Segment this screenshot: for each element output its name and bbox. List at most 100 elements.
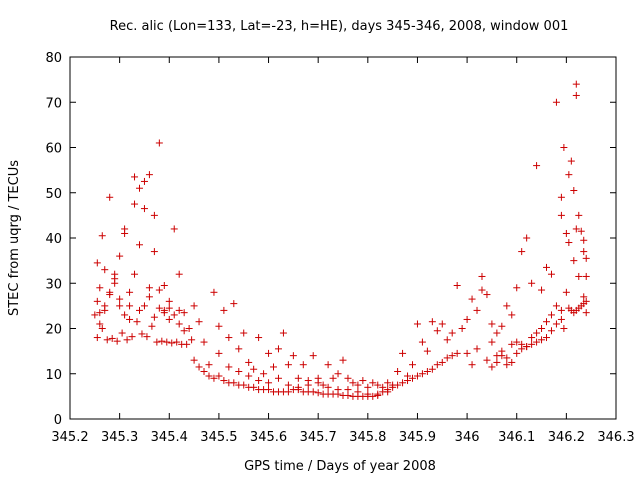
data-point — [344, 386, 352, 394]
data-point — [488, 363, 496, 371]
y-tick-label: 0 — [54, 413, 62, 428]
data-point — [518, 340, 526, 348]
data-point — [423, 347, 431, 355]
data-point — [394, 381, 402, 389]
data-point — [265, 379, 273, 387]
data-point — [428, 318, 436, 326]
data-point — [329, 374, 337, 382]
plot-frame-group — [69, 56, 617, 420]
data-point — [523, 343, 531, 351]
data-point — [106, 288, 114, 296]
data-point — [210, 288, 218, 296]
data-point — [145, 284, 153, 292]
data-point — [93, 259, 101, 267]
data-point — [230, 379, 238, 387]
data-point — [106, 193, 114, 201]
data-point — [443, 354, 451, 362]
data-point — [245, 358, 253, 366]
data-point — [369, 392, 377, 400]
data-point — [170, 311, 178, 319]
data-point — [135, 184, 143, 192]
y-tick-label: 60 — [45, 142, 62, 157]
data-point — [468, 295, 476, 303]
y-axis-label: STEC from uqrg / TECUs — [7, 160, 22, 316]
data-point — [98, 232, 106, 240]
data-point — [284, 361, 292, 369]
data-point — [567, 157, 575, 165]
data-point — [121, 311, 129, 319]
data-point — [225, 334, 233, 342]
data-point — [289, 352, 297, 360]
x-tick-label: 346 — [455, 430, 480, 445]
data-point — [498, 322, 506, 330]
data-point — [488, 320, 496, 328]
data-point — [557, 211, 565, 219]
data-point — [374, 391, 382, 399]
data-point — [582, 309, 590, 317]
data-point — [498, 347, 506, 355]
data-point — [183, 340, 191, 348]
data-point — [523, 234, 531, 242]
data-point — [135, 241, 143, 249]
data-point — [324, 383, 332, 391]
y-tick-label: 70 — [45, 96, 62, 111]
data-point — [379, 388, 387, 396]
data-point — [408, 374, 416, 382]
data-point — [126, 302, 134, 310]
data-point — [344, 391, 352, 399]
y-tick-label: 50 — [45, 187, 62, 202]
data-point — [413, 372, 421, 380]
data-point — [560, 144, 568, 151]
data-point — [478, 272, 486, 280]
data-point — [126, 315, 134, 323]
x-tick-label: 345.6 — [250, 430, 287, 445]
data-point — [344, 374, 352, 382]
data-point — [195, 363, 203, 371]
data-point — [552, 302, 560, 310]
data-point — [565, 239, 573, 247]
data-point — [304, 377, 312, 385]
data-point — [572, 225, 580, 233]
data-point — [309, 388, 317, 396]
data-point — [240, 381, 248, 389]
data-point — [274, 374, 282, 382]
data-point — [557, 315, 565, 323]
x-tick-label: 345.9 — [399, 430, 436, 445]
data-point — [131, 173, 139, 181]
data-point — [138, 330, 146, 338]
data-point — [309, 352, 317, 360]
x-tick-label: 345.5 — [200, 430, 237, 445]
data-point — [349, 379, 357, 387]
data-point — [488, 338, 496, 346]
data-point — [508, 358, 516, 366]
data-point — [374, 381, 382, 389]
data-point — [270, 363, 278, 371]
data-point — [175, 320, 183, 328]
data-point — [552, 98, 560, 106]
data-point — [438, 320, 446, 328]
data-point — [433, 361, 441, 369]
data-point — [552, 320, 560, 328]
y-tick-label: 30 — [45, 277, 62, 292]
data-point — [220, 306, 228, 314]
data-point — [389, 383, 397, 391]
data-point — [111, 279, 119, 287]
data-point — [294, 386, 302, 394]
data-point — [533, 329, 541, 337]
chart-title: Rec. alic (Lon=133, Lat=-23, h=HE), days… — [110, 19, 569, 34]
data-point — [538, 286, 546, 294]
data-point — [245, 372, 253, 380]
y-axis-ticks: 0 10 20 30 40 50 60 70 80 — [45, 51, 616, 428]
data-point — [513, 284, 521, 292]
data-point — [508, 311, 516, 319]
data-point — [334, 390, 342, 398]
plot-frame — [69, 56, 617, 420]
x-tick-label: 345.8 — [349, 430, 386, 445]
data-point — [453, 282, 461, 290]
data-point — [180, 309, 188, 317]
data-point — [572, 80, 580, 88]
data-point — [91, 311, 99, 319]
data-point — [205, 372, 213, 380]
data-point — [235, 367, 243, 375]
